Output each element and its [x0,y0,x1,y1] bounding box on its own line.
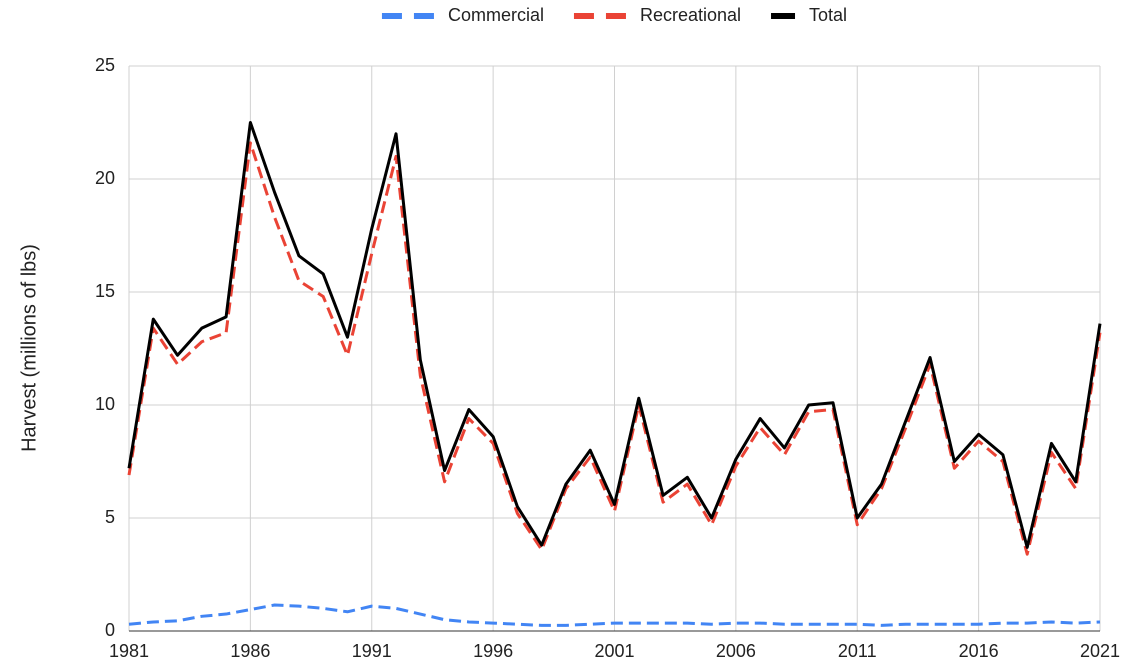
legend-label: Commercial [448,5,544,25]
x-tick-label: 2016 [959,641,999,661]
y-tick-label: 15 [95,281,115,301]
x-tick-label: 1991 [352,641,392,661]
legend-label: Recreational [640,5,741,25]
y-tick-label: 10 [95,394,115,414]
y-tick-label: 5 [105,507,115,527]
x-tick-label: 2006 [716,641,756,661]
y-tick-label: 25 [95,55,115,75]
x-tick-label: 2001 [594,641,634,661]
x-tick-label: 1986 [230,641,270,661]
x-tick-label: 2021 [1080,641,1120,661]
series-line [127,121,1102,549]
y-axis-title: Harvest (millions of lbs) [18,244,40,452]
y-tick-label: 0 [105,620,115,640]
legend-label: Total [809,5,847,25]
series-line [128,603,1101,627]
x-tick-label: 1996 [473,641,513,661]
x-tick-label: 2011 [838,641,877,661]
legend: Commercial Recreational Total [381,5,847,25]
y-tick-label: 20 [95,168,115,188]
series-line [127,141,1102,556]
x-tick-label: 1981 [109,641,149,661]
